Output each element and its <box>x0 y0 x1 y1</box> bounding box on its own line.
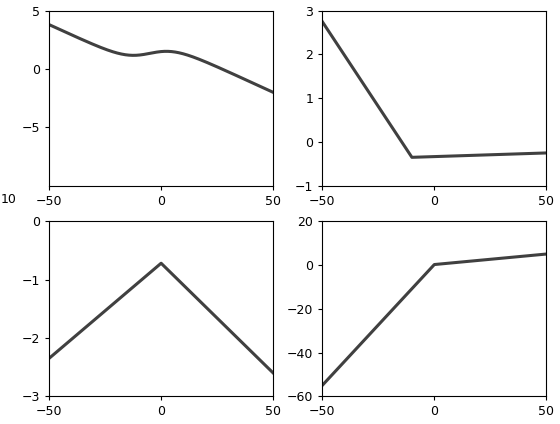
Text: 10: 10 <box>1 193 17 206</box>
